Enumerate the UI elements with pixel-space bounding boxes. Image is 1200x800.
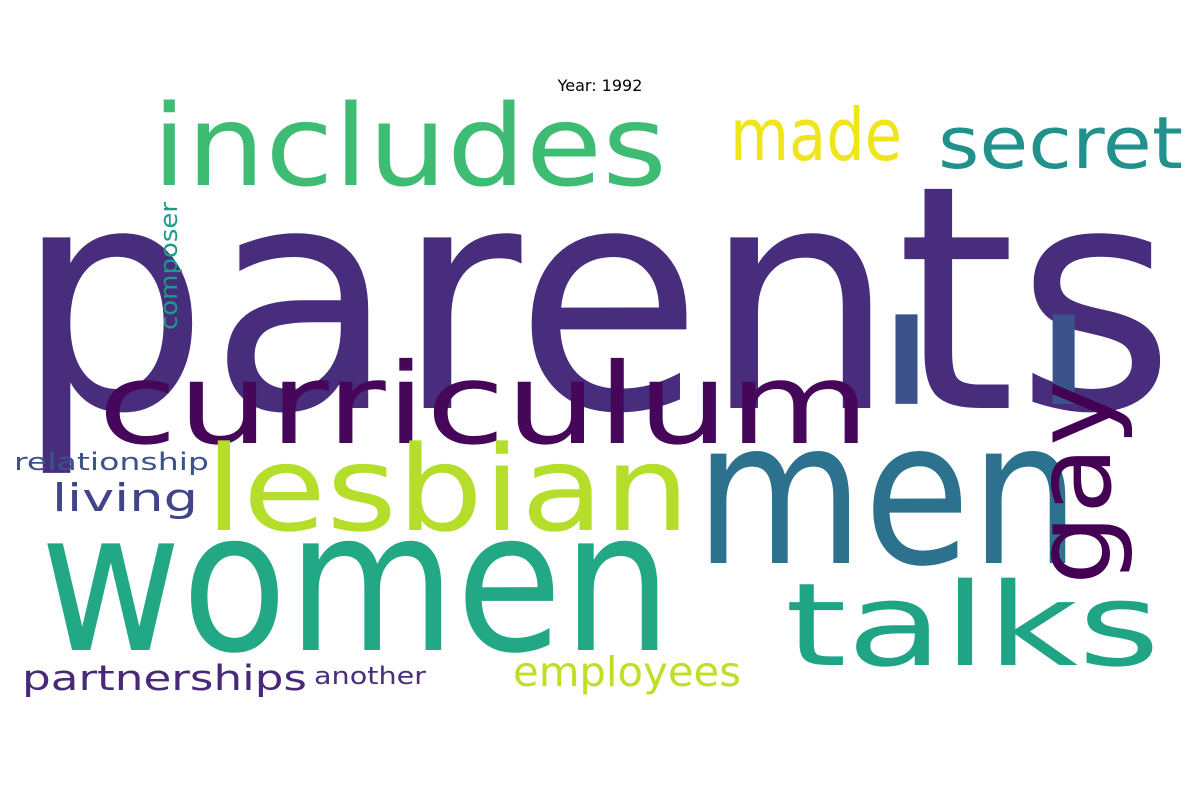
figure-title: Year: 1992: [557, 76, 643, 95]
word-quotes: ' ': [870, 249, 1100, 633]
word-parents: parents: [15, 118, 1175, 482]
word-relationship: relationship: [14, 448, 209, 476]
word-living: living: [52, 476, 198, 520]
word-curriculum: curriculum: [98, 340, 870, 470]
word-partnerships: partnerships: [22, 659, 307, 699]
word-composer: composer: [155, 202, 183, 330]
word-made: made: [730, 93, 902, 177]
word-women: women: [40, 469, 672, 696]
word-talks: talks: [785, 559, 1160, 693]
word-includes: includes: [152, 82, 667, 212]
word-men: men: [695, 378, 1080, 611]
word-another: another: [314, 662, 426, 690]
word-secret: secret: [938, 101, 1183, 185]
word-employees: employees: [513, 648, 741, 696]
word-lesbian: lesbian: [205, 420, 690, 558]
word-gay: gay: [1013, 380, 1135, 585]
